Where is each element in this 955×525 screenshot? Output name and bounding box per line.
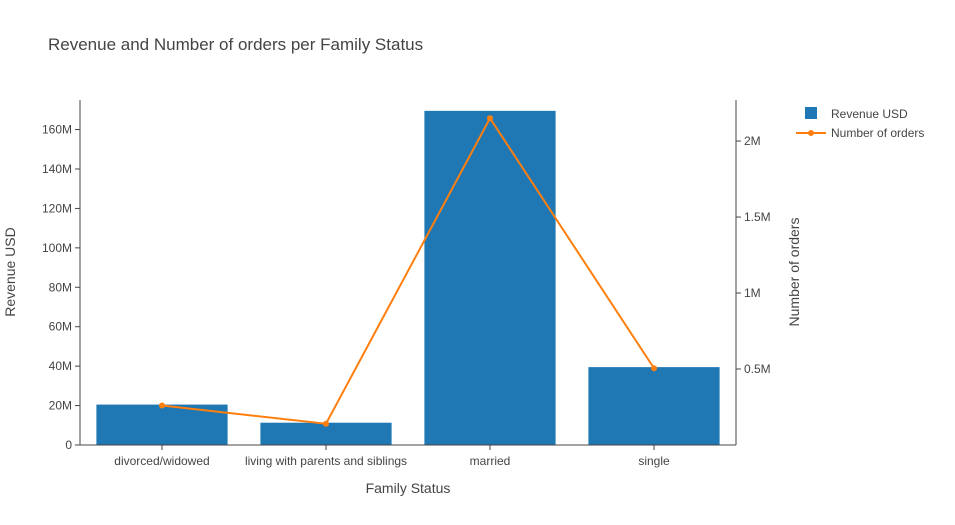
legend-swatch-orders-marker [808, 130, 814, 136]
y-tick-label: 120M [42, 201, 72, 215]
x-tick-label: single [638, 454, 670, 468]
x-tick-label: living with parents and siblings [245, 454, 407, 468]
bars-layer [96, 110, 720, 445]
y2-tick-label: 1M [744, 286, 761, 300]
y-tick-label: 60M [49, 320, 72, 334]
y-tick-label: 0 [65, 438, 72, 452]
orders-line[interactable] [161, 116, 655, 425]
legend-swatch-revenue [805, 107, 817, 119]
y2-tick-label: 0.5M [744, 362, 771, 376]
y2-ticks: 0.5M 1M 1.5M 2M [736, 134, 771, 376]
y-tick-label: 40M [49, 359, 72, 373]
x-axis-title: Family Status [366, 480, 451, 496]
orders-point-married[interactable] [487, 115, 493, 122]
y-axis-title: Revenue USD [2, 227, 18, 317]
chart-title: Revenue and Number of orders per Family … [48, 35, 423, 54]
y-tick-label: 140M [42, 162, 72, 176]
y-ticks: 0 20M 40M 60M 80M 100M 120M 140M 160M [42, 123, 80, 452]
bar-married[interactable] [424, 110, 556, 445]
orders-point-living-with-parents-and-siblings[interactable] [323, 420, 329, 427]
legend[interactable]: Revenue USD Number of orders [796, 107, 924, 140]
y-tick-label: 100M [42, 241, 72, 255]
legend-label-orders: Number of orders [831, 126, 924, 140]
bar-living-with-parents-and-siblings[interactable] [260, 422, 392, 445]
orders-point-single[interactable] [651, 365, 657, 372]
line-layer [159, 115, 657, 427]
bar-single[interactable] [588, 367, 720, 445]
legend-label-revenue: Revenue USD [831, 107, 908, 121]
y2-tick-label: 2M [744, 134, 761, 148]
orders-point-divorced-widowed[interactable] [159, 402, 165, 409]
y-tick-label: 160M [42, 123, 72, 137]
y-tick-label: 80M [49, 280, 72, 294]
y2-axis-title: Number of orders [786, 218, 802, 327]
x-tick-label: married [470, 454, 511, 468]
y-tick-label: 20M [49, 399, 72, 413]
x-tick-label: divorced/widowed [114, 454, 209, 468]
x-ticks: divorced/widowed living with parents and … [114, 445, 670, 468]
y2-tick-label: 1.5M [744, 210, 771, 224]
